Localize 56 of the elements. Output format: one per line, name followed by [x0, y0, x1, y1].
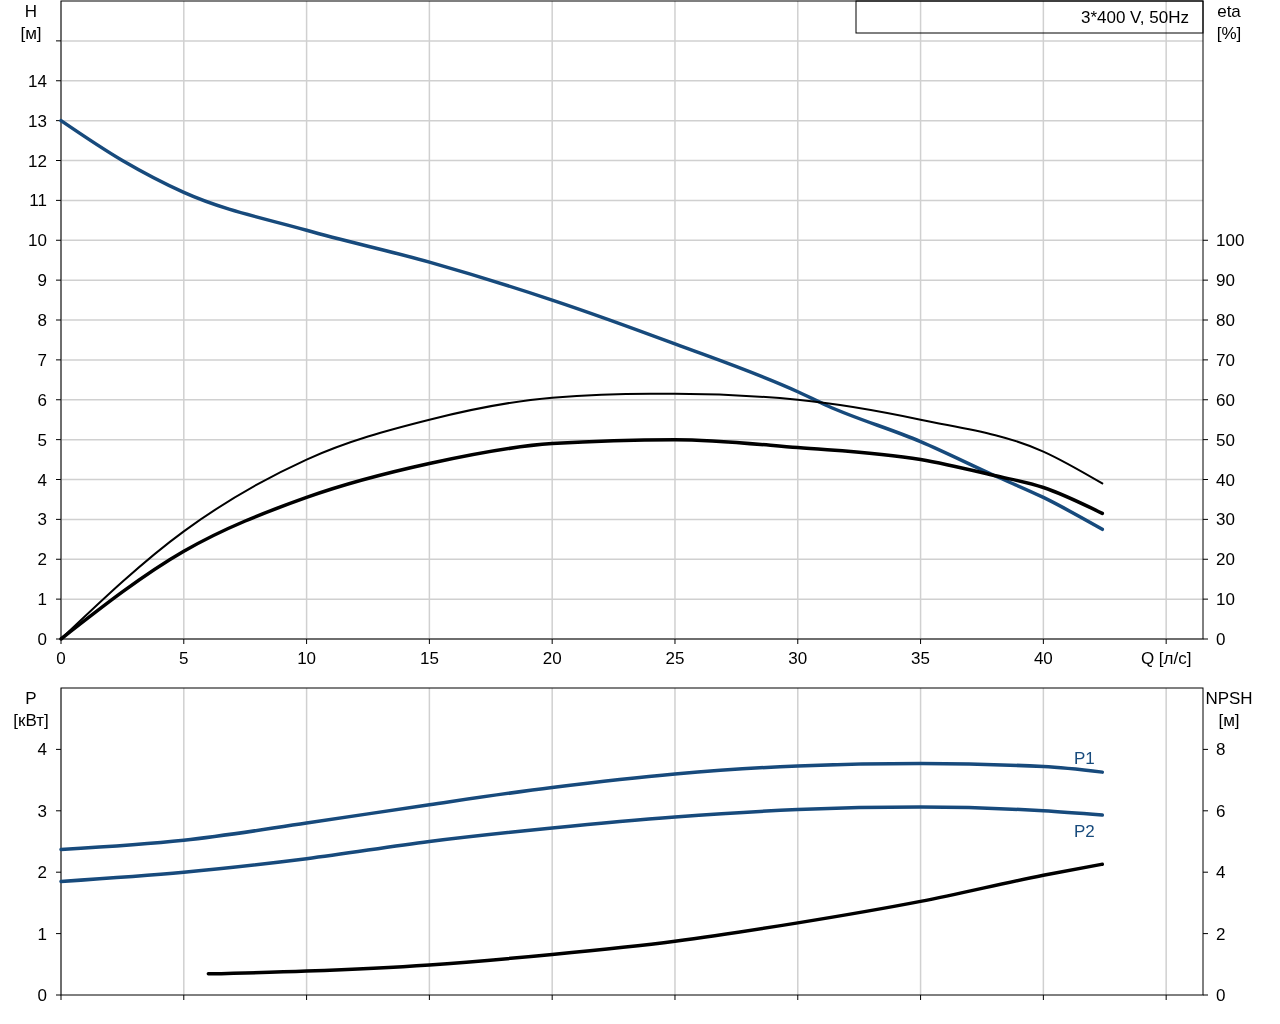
y-tick-label: 10	[28, 231, 47, 251]
line-series	[59, 118, 1105, 532]
y-tick-label: 3	[37, 510, 47, 530]
y-tick-label: 5	[37, 430, 47, 450]
y2-tick-label: 0	[1216, 986, 1226, 1005]
y-axis-title: H [м]	[20, 2, 42, 43]
y-tick-label: 0	[37, 986, 47, 1005]
y-tick-label: 13	[28, 111, 47, 131]
y-tick-label: 8	[37, 311, 47, 330]
x-axis-title: Q [л/с]	[1140, 649, 1192, 668]
series-label: P2	[1073, 822, 1095, 842]
y2-tick-label: 4	[1216, 863, 1226, 883]
y-tick-label: 2	[37, 550, 47, 570]
y-tick-label: 3	[37, 801, 47, 821]
line-series	[59, 805, 1105, 884]
y-tick-label: 1	[37, 590, 47, 610]
x-tick-label: 10	[297, 649, 317, 668]
series-label: P1	[1073, 749, 1095, 769]
x-tick-label: 5	[179, 649, 189, 668]
y-tick-label: 0	[37, 630, 47, 649]
y2-tick-label: 60	[1216, 390, 1235, 410]
y2-tick-label: 70	[1216, 350, 1235, 370]
y2-axis-title: eta [%]	[1216, 2, 1242, 43]
y-tick-label: 14	[28, 71, 47, 91]
y2-tick-label: 6	[1216, 801, 1226, 821]
y-tick-label: 6	[37, 390, 47, 410]
x-tick-label: 15	[419, 649, 439, 668]
y2-tick-label: 20	[1216, 550, 1235, 570]
y-tick-label: 4	[37, 740, 47, 760]
y2-tick-label: 8	[1216, 740, 1226, 760]
y2-tick-label: 80	[1216, 311, 1235, 330]
line-series	[206, 862, 1105, 976]
x-tick-label: 20	[542, 649, 562, 668]
y2-tick-label: 40	[1216, 470, 1235, 490]
y-tick-label: 12	[28, 151, 47, 171]
y2-axis-title: NPSH [м]	[1205, 689, 1253, 730]
y-tick-label: 1	[37, 924, 47, 944]
y2-tick-label: 0	[1216, 630, 1226, 649]
y2-tick-label: 90	[1216, 271, 1235, 291]
y-tick-label: 4	[37, 470, 47, 490]
x-tick-label: 40	[1033, 649, 1053, 668]
y-tick-label: 11	[29, 191, 47, 211]
y2-tick-label: 2	[1216, 924, 1226, 944]
x-tick-label: 35	[911, 649, 931, 668]
chart-title: 3*400 V, 50Hz	[1080, 8, 1189, 27]
y-tick-label: 7	[37, 350, 47, 370]
y2-tick-label: 30	[1216, 510, 1235, 530]
y-tick-label: 2	[37, 863, 47, 883]
y2-tick-label: 10	[1216, 590, 1235, 610]
x-tick-label: 0	[56, 649, 66, 668]
x-tick-label: 30	[788, 649, 808, 668]
y-axis-title: P [кВт]	[13, 689, 49, 730]
y2-tick-label: 50	[1216, 430, 1235, 450]
x-tick-label: 25	[665, 649, 685, 668]
y2-tick-label: 100	[1216, 231, 1245, 251]
y-tick-label: 9	[37, 271, 47, 291]
